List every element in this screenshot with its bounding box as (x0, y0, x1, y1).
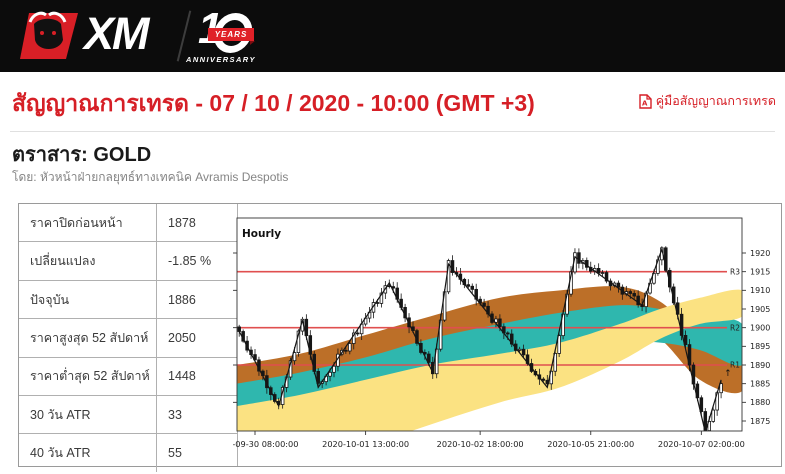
stat-label: ราคาปิดก่อนหน้า (19, 204, 157, 242)
chart-area: ↑ Hourly 1875 1880 1885 1890 1895 1900 1905 1910 1… (212, 204, 781, 466)
page-title: สัญญาณการเทรด - 07 / 10 / 2020 - 10:00 (… (12, 90, 535, 116)
y-axis-label: 1895 (750, 342, 770, 351)
stat-value: 1448 (168, 369, 196, 384)
stat-value: 2050 (168, 330, 196, 345)
end-arrow-marker: ↑ (724, 369, 732, 379)
y-axis-label: 1890 (750, 361, 770, 370)
table-row: ราคาสูงสุด 52 สัปดาห์ 2050 (19, 319, 237, 358)
table-row: ราคาปิดก่อนหน้า 1878 (19, 204, 237, 243)
signal-manual-link-label: คู่มือสัญญาณการเทรด (655, 94, 776, 108)
table-row: เปลี่ยนแปลง -1.85 % (19, 242, 237, 281)
stat-value: 33 (168, 407, 182, 422)
table-row: 40 วัน ATR 55 (19, 434, 237, 472)
table-row: ปัจจุบัน 1886 (19, 280, 237, 320)
plot-border (236, 217, 743, 432)
x-axis-label: 2020-10-01 13:00:00 (322, 439, 409, 449)
stats-table: ราคาปิดก่อนหน้า 1878 เปลี่ยนแปลง -1.85 % ปัจ… (19, 204, 238, 472)
x-axis-label: 2020-10-05 21:00:00 (547, 439, 634, 449)
y-axis-label: 1920 (750, 249, 770, 258)
pdf-icon: A (638, 93, 652, 109)
stat-label: ราคาสูงสุด 52 สัปดาห์ (19, 319, 157, 357)
resistance-label-r3: R3 (730, 267, 740, 276)
timeframe-label: Hourly (242, 228, 281, 240)
brand-wordmark: XM (84, 8, 149, 59)
y-axis-label: 1875 (750, 417, 770, 426)
stat-label: ราคาต่ำสุด 52 สัปดาห์ (19, 357, 157, 396)
anniversary-label: ANNIVERSARY (186, 55, 256, 64)
yellow-band (237, 289, 742, 431)
table-row: 30 วัน ATR 33 (19, 396, 237, 435)
stat-value: 55 (168, 446, 182, 461)
title-separator (10, 131, 775, 132)
x-axis-label: 2020-09-30 08:00:00 (233, 439, 298, 449)
y-axis-label: 1910 (750, 286, 770, 295)
header-bar: XM 1 YEARS ANNIVERSARY (0, 0, 785, 72)
price-chart: ↑ Hourly 1875 1880 1885 1890 1895 1900 1905 1910 1… (212, 217, 770, 449)
stat-value: -1.85 % (168, 254, 212, 269)
zigzag-line (238, 247, 722, 431)
y-axis-label: 1905 (750, 305, 770, 314)
signal-manual-link[interactable]: A คู่มือสัญญาณการเทรด (638, 91, 776, 111)
x-axis-label: 2020-10-02 18:00:00 (437, 439, 524, 449)
stat-label: 40 วัน ATR (19, 434, 157, 472)
x-axis-label: 2020-10-07 02:00:00 (658, 439, 745, 449)
y-axis-label: 1900 (750, 323, 770, 332)
stat-value: 1886 (168, 292, 196, 307)
y-axis-label: 1880 (750, 398, 770, 407)
resistance-label-r2: R2 (730, 323, 740, 332)
y-axis-label: 1885 (750, 379, 770, 388)
resistance-label-r1: R1 (730, 361, 740, 370)
signal-panel: ราคาปิดก่อนหน้า 1878 เปลี่ยนแปลง -1.85 % ปัจ… (18, 203, 782, 472)
stat-label: 30 วัน ATR (19, 396, 157, 434)
logo-divider (176, 10, 192, 62)
instrument-heading: ตราสาร: GOLD (12, 144, 152, 166)
table-row: ราคาต่ำสุด 52 สัปดาห์ 1448 (19, 357, 237, 397)
svg-text:A: A (642, 99, 648, 107)
ribbon-fold (250, 41, 255, 45)
y-axis-label: 1915 (750, 267, 770, 276)
stat-label: เปลี่ยนแปลง (19, 242, 157, 280)
analyst-byline: โดย: หัวหน้าฝ่ายกลยุทธ์ทางเทคนิค Avramis… (12, 170, 289, 184)
stat-label: ปัจจุบัน (19, 280, 157, 319)
years-ribbon-badge: YEARS (208, 28, 254, 41)
xm-bull-logo-icon (20, 11, 78, 59)
stat-value: 1878 (168, 215, 196, 230)
